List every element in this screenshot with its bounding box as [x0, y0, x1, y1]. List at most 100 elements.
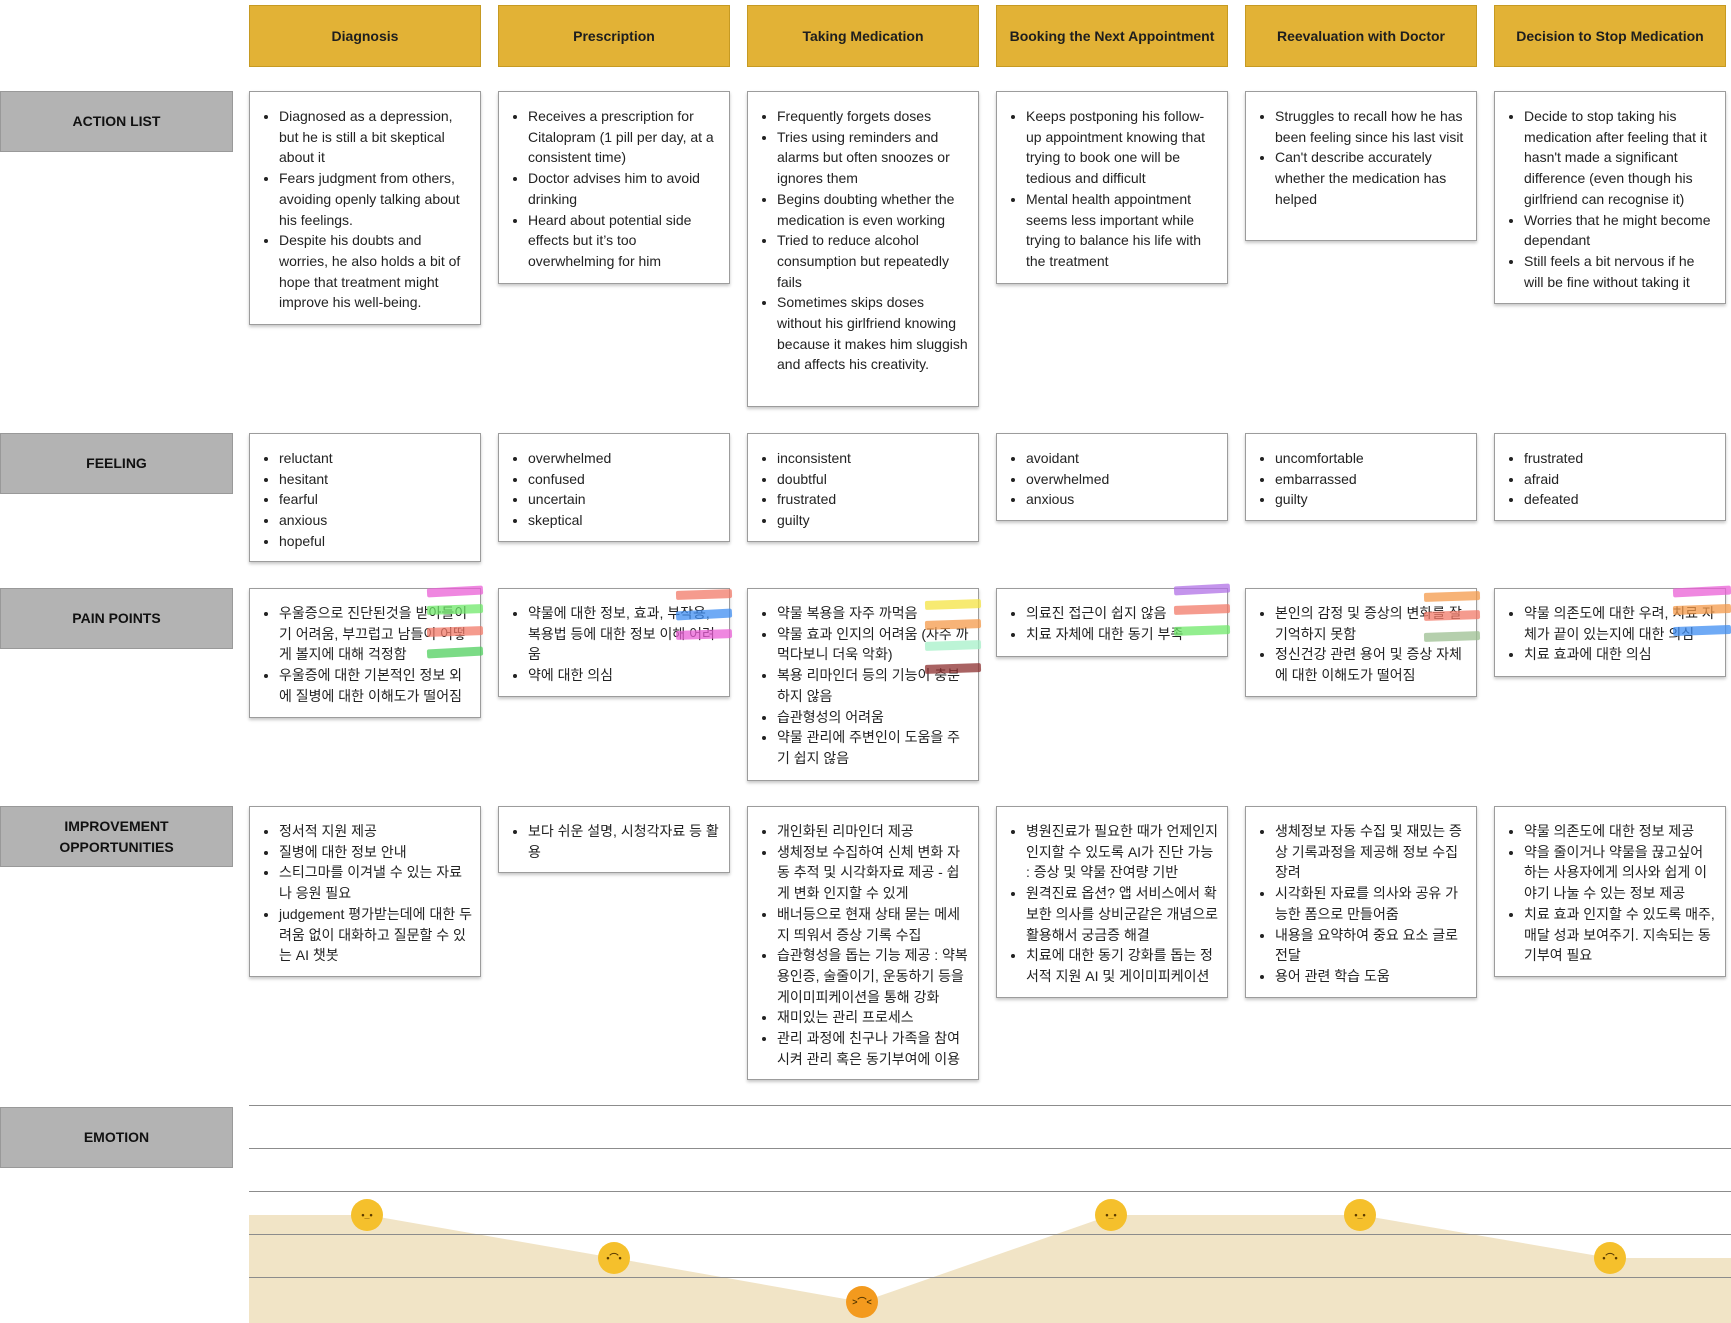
list-item: Can't describe accurately whether the me…	[1275, 147, 1468, 209]
list-item: confused	[528, 469, 721, 490]
list-item: Frequently forgets doses	[777, 106, 970, 127]
list-item: Heard about potential side effects but i…	[528, 210, 721, 272]
improvement-card-diagnosis: 정서적 지원 제공 질병에 대한 정보 안내 스티그마를 이겨낼 수 있는 자료…	[249, 806, 481, 977]
emotion-gridline	[249, 1277, 1731, 1278]
stage-title: Prescription	[573, 28, 655, 44]
stage-header-prescription: Prescription	[498, 5, 730, 67]
face-glyph: •_•	[1105, 1209, 1117, 1220]
list-item: guilty	[777, 510, 970, 531]
list-item: 관리 과정에 친구나 가족을 참여시켜 관리 혹은 동기부여에 이용	[777, 1028, 970, 1069]
list-item: anxious	[1026, 489, 1219, 510]
list-item: 정서적 지원 제공	[279, 821, 472, 842]
emotion-area	[249, 1215, 1731, 1323]
list-item: avoidant	[1026, 448, 1219, 469]
list-item: uncertain	[528, 489, 721, 510]
list-item: Despite his doubts and worries, he also …	[279, 230, 472, 313]
list-item: judgement 평가받는데에 대한 두려움 없이 대화하고 질문할 수 있는…	[279, 904, 472, 966]
action-card-diagnosis: Diagnosed as a depression, but he is sti…	[249, 91, 481, 325]
row-label-pain-points: PAIN POINTS	[0, 588, 233, 649]
list-item: frustrated	[777, 489, 970, 510]
list-item: Diagnosed as a depression, but he is sti…	[279, 106, 472, 168]
list-item: Mental health appointment seems less imp…	[1026, 189, 1219, 272]
list-item: 개인화된 리마인더 제공	[777, 821, 970, 842]
list-item: 복용 리마인더 등의 기능이 충분하지 않음	[777, 665, 970, 706]
list-item: 습관형성을 돕는 기능 제공 : 약복용인증, 술줄이기, 운동하기 등을 게이…	[777, 945, 970, 1007]
stage-title: Taking Medication	[802, 28, 924, 44]
list-item: 생체정보 수집하여 신체 변화 자동 추적 및 시각화자료 제공 - 쉽게 변화…	[777, 842, 970, 904]
feeling-card-reevaluation: uncomfortable embarrassed guilty	[1245, 433, 1477, 521]
list-item: Still feels a bit nervous if he will be …	[1524, 251, 1717, 292]
improvement-card-reevaluation: 생체정보 자동 수집 및 재밌는 증상 기록과정을 제공해 정보 수집 장려 시…	[1245, 806, 1477, 998]
action-card-decision: Decide to stop taking his medication aft…	[1494, 91, 1726, 304]
feeling-card-booking: avoidant overwhelmed anxious	[996, 433, 1228, 521]
face-glyph: •_•	[1354, 1209, 1366, 1220]
list-item: 치료에 대한 동기 강화를 돕는 정서적 지원 AI 및 게이미피케이션	[1026, 945, 1219, 986]
list-item: 병원진료가 필요한 때가 언제인지 인지할 수 있도록 AI가 진단 가능 : …	[1026, 821, 1219, 883]
action-card-reevaluation: Struggles to recall how he has been feel…	[1245, 91, 1477, 241]
list-item: Decide to stop taking his medication aft…	[1524, 106, 1717, 210]
list-item: embarrassed	[1275, 469, 1468, 490]
neutral-face-icon: •_•	[1095, 1199, 1127, 1231]
sad-face-icon: •⌒•	[1594, 1242, 1626, 1274]
neutral-face-icon: •_•	[1344, 1199, 1376, 1231]
angry-face-icon: >⌒<	[846, 1286, 878, 1318]
list-item: anxious	[279, 510, 472, 531]
feeling-card-prescription: overwhelmed confused uncertain skeptical	[498, 433, 730, 542]
list-item: 약에 대한 의심	[528, 665, 721, 686]
list-item: 치료 효과에 대한 의심	[1524, 644, 1717, 665]
row-label-emotion: EMOTION	[0, 1107, 233, 1168]
row-label-action-list: ACTION LIST	[0, 91, 233, 152]
list-item: doubtful	[777, 469, 970, 490]
list-item: Tries using reminders and alarms but oft…	[777, 127, 970, 189]
stage-header-reevaluation: Reevaluation with Doctor	[1245, 5, 1477, 67]
list-item: hesitant	[279, 469, 472, 490]
list-item: 의료진 접근이 쉽지 않음	[1026, 603, 1219, 624]
list-item: Sometimes skips doses without his girlfr…	[777, 292, 970, 375]
list-item: frustrated	[1524, 448, 1717, 469]
stage-title: Reevaluation with Doctor	[1276, 28, 1446, 44]
stage-header-taking-medication: Taking Medication	[747, 5, 979, 67]
list-item: 시각화된 자료를 의사와 공유 가능한 폼으로 만들어줌	[1275, 883, 1468, 924]
list-item: Struggles to recall how he has been feel…	[1275, 106, 1468, 147]
emotion-gridline	[249, 1191, 1731, 1192]
stage-title: Booking the Next Appointment	[1009, 28, 1215, 44]
list-item: guilty	[1275, 489, 1468, 510]
list-item: reluctant	[279, 448, 472, 469]
list-item: Begins doubting whether the medication i…	[777, 189, 970, 230]
list-item: 본인의 감정 및 증상의 변화를 잘 기억하지 못함	[1275, 603, 1468, 644]
list-item: 약물에 대한 정보, 효과, 부작용, 복용법 등에 대한 정보 이해 어려움	[528, 603, 721, 665]
stage-title: Diagnosis	[331, 28, 399, 44]
row-label-improvement: IMPROVEMENT OPPORTUNITIES	[0, 806, 233, 867]
list-item: fearful	[279, 489, 472, 510]
list-item: Fears judgment from others, avoiding ope…	[279, 168, 472, 230]
improvement-card-prescription: 보다 쉬운 설명, 시청각자료 등 활용	[498, 806, 730, 873]
sad-face-icon: •⌒•	[598, 1242, 630, 1274]
list-item: 용어 관련 학습 도움	[1275, 966, 1468, 987]
list-item: 보다 쉬운 설명, 시청각자료 등 활용	[528, 821, 721, 862]
list-item: 우울증에 대한 기본적인 정보 외에 질병에 대한 이해도가 떨어짐	[279, 665, 472, 706]
list-item: 약물 복용을 자주 까먹음	[777, 603, 970, 624]
list-item: afraid	[1524, 469, 1717, 490]
list-item: 약을 줄이거나 약물을 끊고싶어 하는 사용자에게 의사와 쉽게 이야기 나눌 …	[1524, 842, 1717, 904]
face-glyph: •_•	[361, 1209, 373, 1220]
feeling-card-diagnosis: reluctant hesitant fearful anxious hopef…	[249, 433, 481, 562]
feeling-card-decision: frustrated afraid defeated	[1494, 433, 1726, 521]
list-item: 생체정보 자동 수집 및 재밌는 증상 기록과정을 제공해 정보 수집 장려	[1275, 821, 1468, 883]
list-item: Doctor advises him to avoid drinking	[528, 168, 721, 209]
list-item: 약물 의존도에 대한 정보 제공	[1524, 821, 1717, 842]
action-card-prescription: Receives a prescription for Citalopram (…	[498, 91, 730, 284]
list-item: overwhelmed	[1026, 469, 1219, 490]
stage-header-booking: Booking the Next Appointment	[996, 5, 1228, 67]
list-item: Keeps postponing his follow-up appointme…	[1026, 106, 1219, 189]
pain-card-prescription: 약물에 대한 정보, 효과, 부작용, 복용법 등에 대한 정보 이해 어려움 …	[498, 588, 730, 697]
list-item: 약물 의존도에 대한 우려, 치료 자체가 끝이 있는지에 대한 의심	[1524, 603, 1717, 644]
action-card-taking-medication: Frequently forgets doses Tries using rem…	[747, 91, 979, 407]
list-item: 우울증으로 진단된것을 받아들이기 어려움, 부끄럽고 남들이 어떻게 볼지에 …	[279, 603, 472, 665]
list-item: 약물 관리에 주변인이 도움을 주기 쉽지 않음	[777, 727, 970, 768]
list-item: 원격진료 옵션? 앱 서비스에서 확보한 의사를 상비군같은 개념으로 활용해서…	[1026, 883, 1219, 945]
pain-card-taking-medication: 약물 복용을 자주 까먹음 약물 효과 인지의 어려움 (자주 까먹다보니 더욱…	[747, 588, 979, 781]
list-item: Receives a prescription for Citalopram (…	[528, 106, 721, 168]
list-item: 질병에 대한 정보 안내	[279, 842, 472, 863]
list-item: uncomfortable	[1275, 448, 1468, 469]
list-item: 내용을 요약하여 중요 요소 글로 전달	[1275, 925, 1468, 966]
